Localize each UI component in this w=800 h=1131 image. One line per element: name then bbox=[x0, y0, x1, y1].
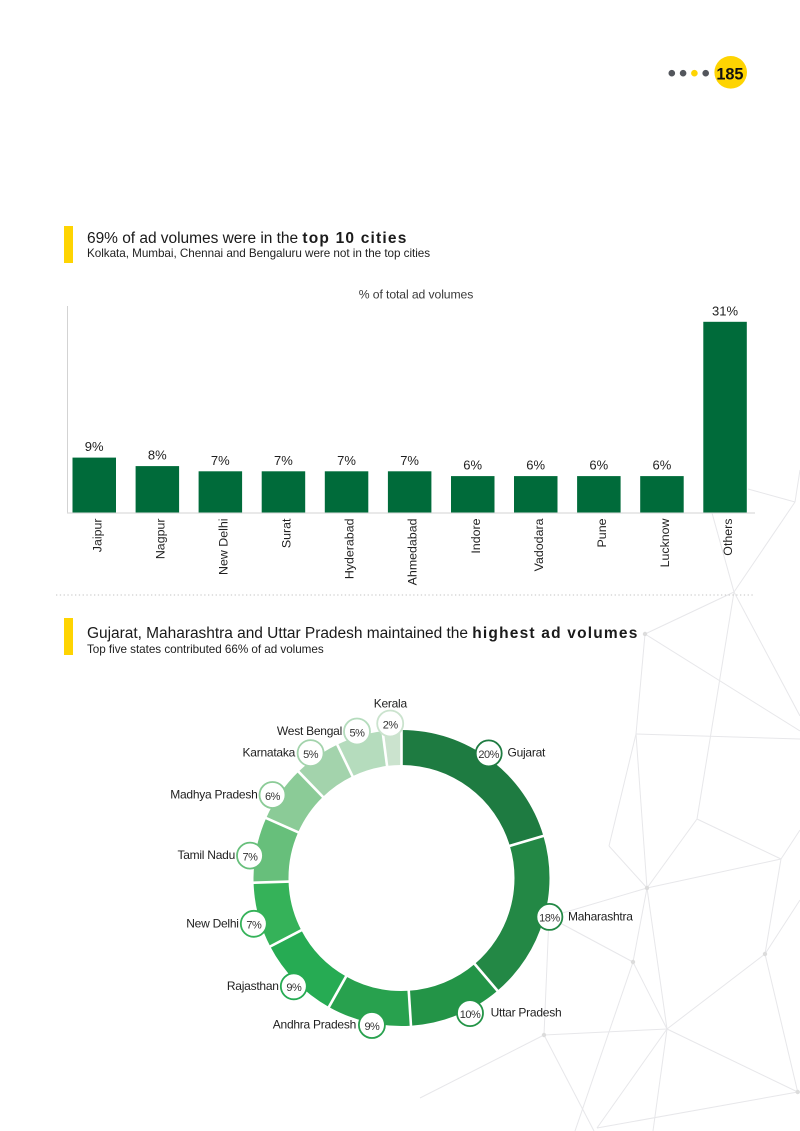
svg-text:New Delhi: New Delhi bbox=[186, 916, 238, 930]
svg-text:Vadodara: Vadodara bbox=[532, 518, 546, 571]
svg-text:Ahmedabad: Ahmedabad bbox=[406, 518, 420, 585]
svg-text:Rajasthan: Rajasthan bbox=[227, 979, 279, 993]
svg-text:Lucknow: Lucknow bbox=[658, 518, 672, 567]
svg-text:Karnataka: Karnataka bbox=[243, 746, 296, 760]
svg-text:Andhra Pradesh: Andhra Pradesh bbox=[273, 1018, 356, 1032]
svg-text:9%: 9% bbox=[364, 1021, 380, 1033]
svg-text:7%: 7% bbox=[246, 920, 262, 932]
svg-text:7%: 7% bbox=[337, 453, 356, 468]
svg-text:5%: 5% bbox=[350, 727, 366, 739]
svg-text:7%: 7% bbox=[274, 453, 293, 468]
svg-text:6%: 6% bbox=[653, 458, 672, 473]
svg-text:6%: 6% bbox=[526, 458, 545, 473]
svg-text:Madhya Pradesh: Madhya Pradesh bbox=[170, 788, 257, 802]
svg-text:9%: 9% bbox=[286, 982, 302, 994]
svg-text:7%: 7% bbox=[400, 453, 419, 468]
svg-text:8%: 8% bbox=[148, 448, 167, 463]
svg-text:Nagpur: Nagpur bbox=[153, 519, 167, 560]
svg-text:Indore: Indore bbox=[469, 518, 483, 553]
svg-text:Jaipur: Jaipur bbox=[90, 519, 104, 553]
svg-text:Hyderabad: Hyderabad bbox=[343, 518, 357, 579]
svg-text:6%: 6% bbox=[463, 458, 482, 473]
svg-text:% of total ad volumes: % of total ad volumes bbox=[359, 288, 473, 302]
svg-text:5%: 5% bbox=[303, 749, 319, 761]
svg-text:7%: 7% bbox=[211, 453, 230, 468]
svg-text:Surat: Surat bbox=[280, 518, 294, 548]
svg-text:New Delhi: New Delhi bbox=[216, 519, 230, 575]
svg-text:7%: 7% bbox=[243, 851, 259, 863]
svg-text:West Bengal: West Bengal bbox=[277, 724, 342, 738]
svg-text:185: 185 bbox=[716, 65, 743, 83]
svg-text:2%: 2% bbox=[383, 719, 399, 731]
svg-text:Kerala: Kerala bbox=[374, 697, 408, 711]
svg-text:6%: 6% bbox=[589, 458, 608, 473]
svg-text:9%: 9% bbox=[85, 439, 104, 454]
svg-text:20%: 20% bbox=[478, 749, 499, 761]
svg-text:31%: 31% bbox=[712, 303, 738, 318]
svg-text:10%: 10% bbox=[460, 1009, 481, 1021]
svg-text:Uttar Pradesh: Uttar Pradesh bbox=[491, 1006, 562, 1020]
svg-text:Others: Others bbox=[721, 519, 735, 556]
svg-text:18%: 18% bbox=[539, 913, 560, 925]
svg-text:6%: 6% bbox=[265, 791, 281, 803]
svg-text:Pune: Pune bbox=[595, 518, 609, 547]
svg-text:Gujarat: Gujarat bbox=[508, 746, 547, 760]
svg-text:Tamil Nadu: Tamil Nadu bbox=[177, 848, 235, 862]
svg-text:Maharashtra: Maharashtra bbox=[568, 909, 633, 923]
